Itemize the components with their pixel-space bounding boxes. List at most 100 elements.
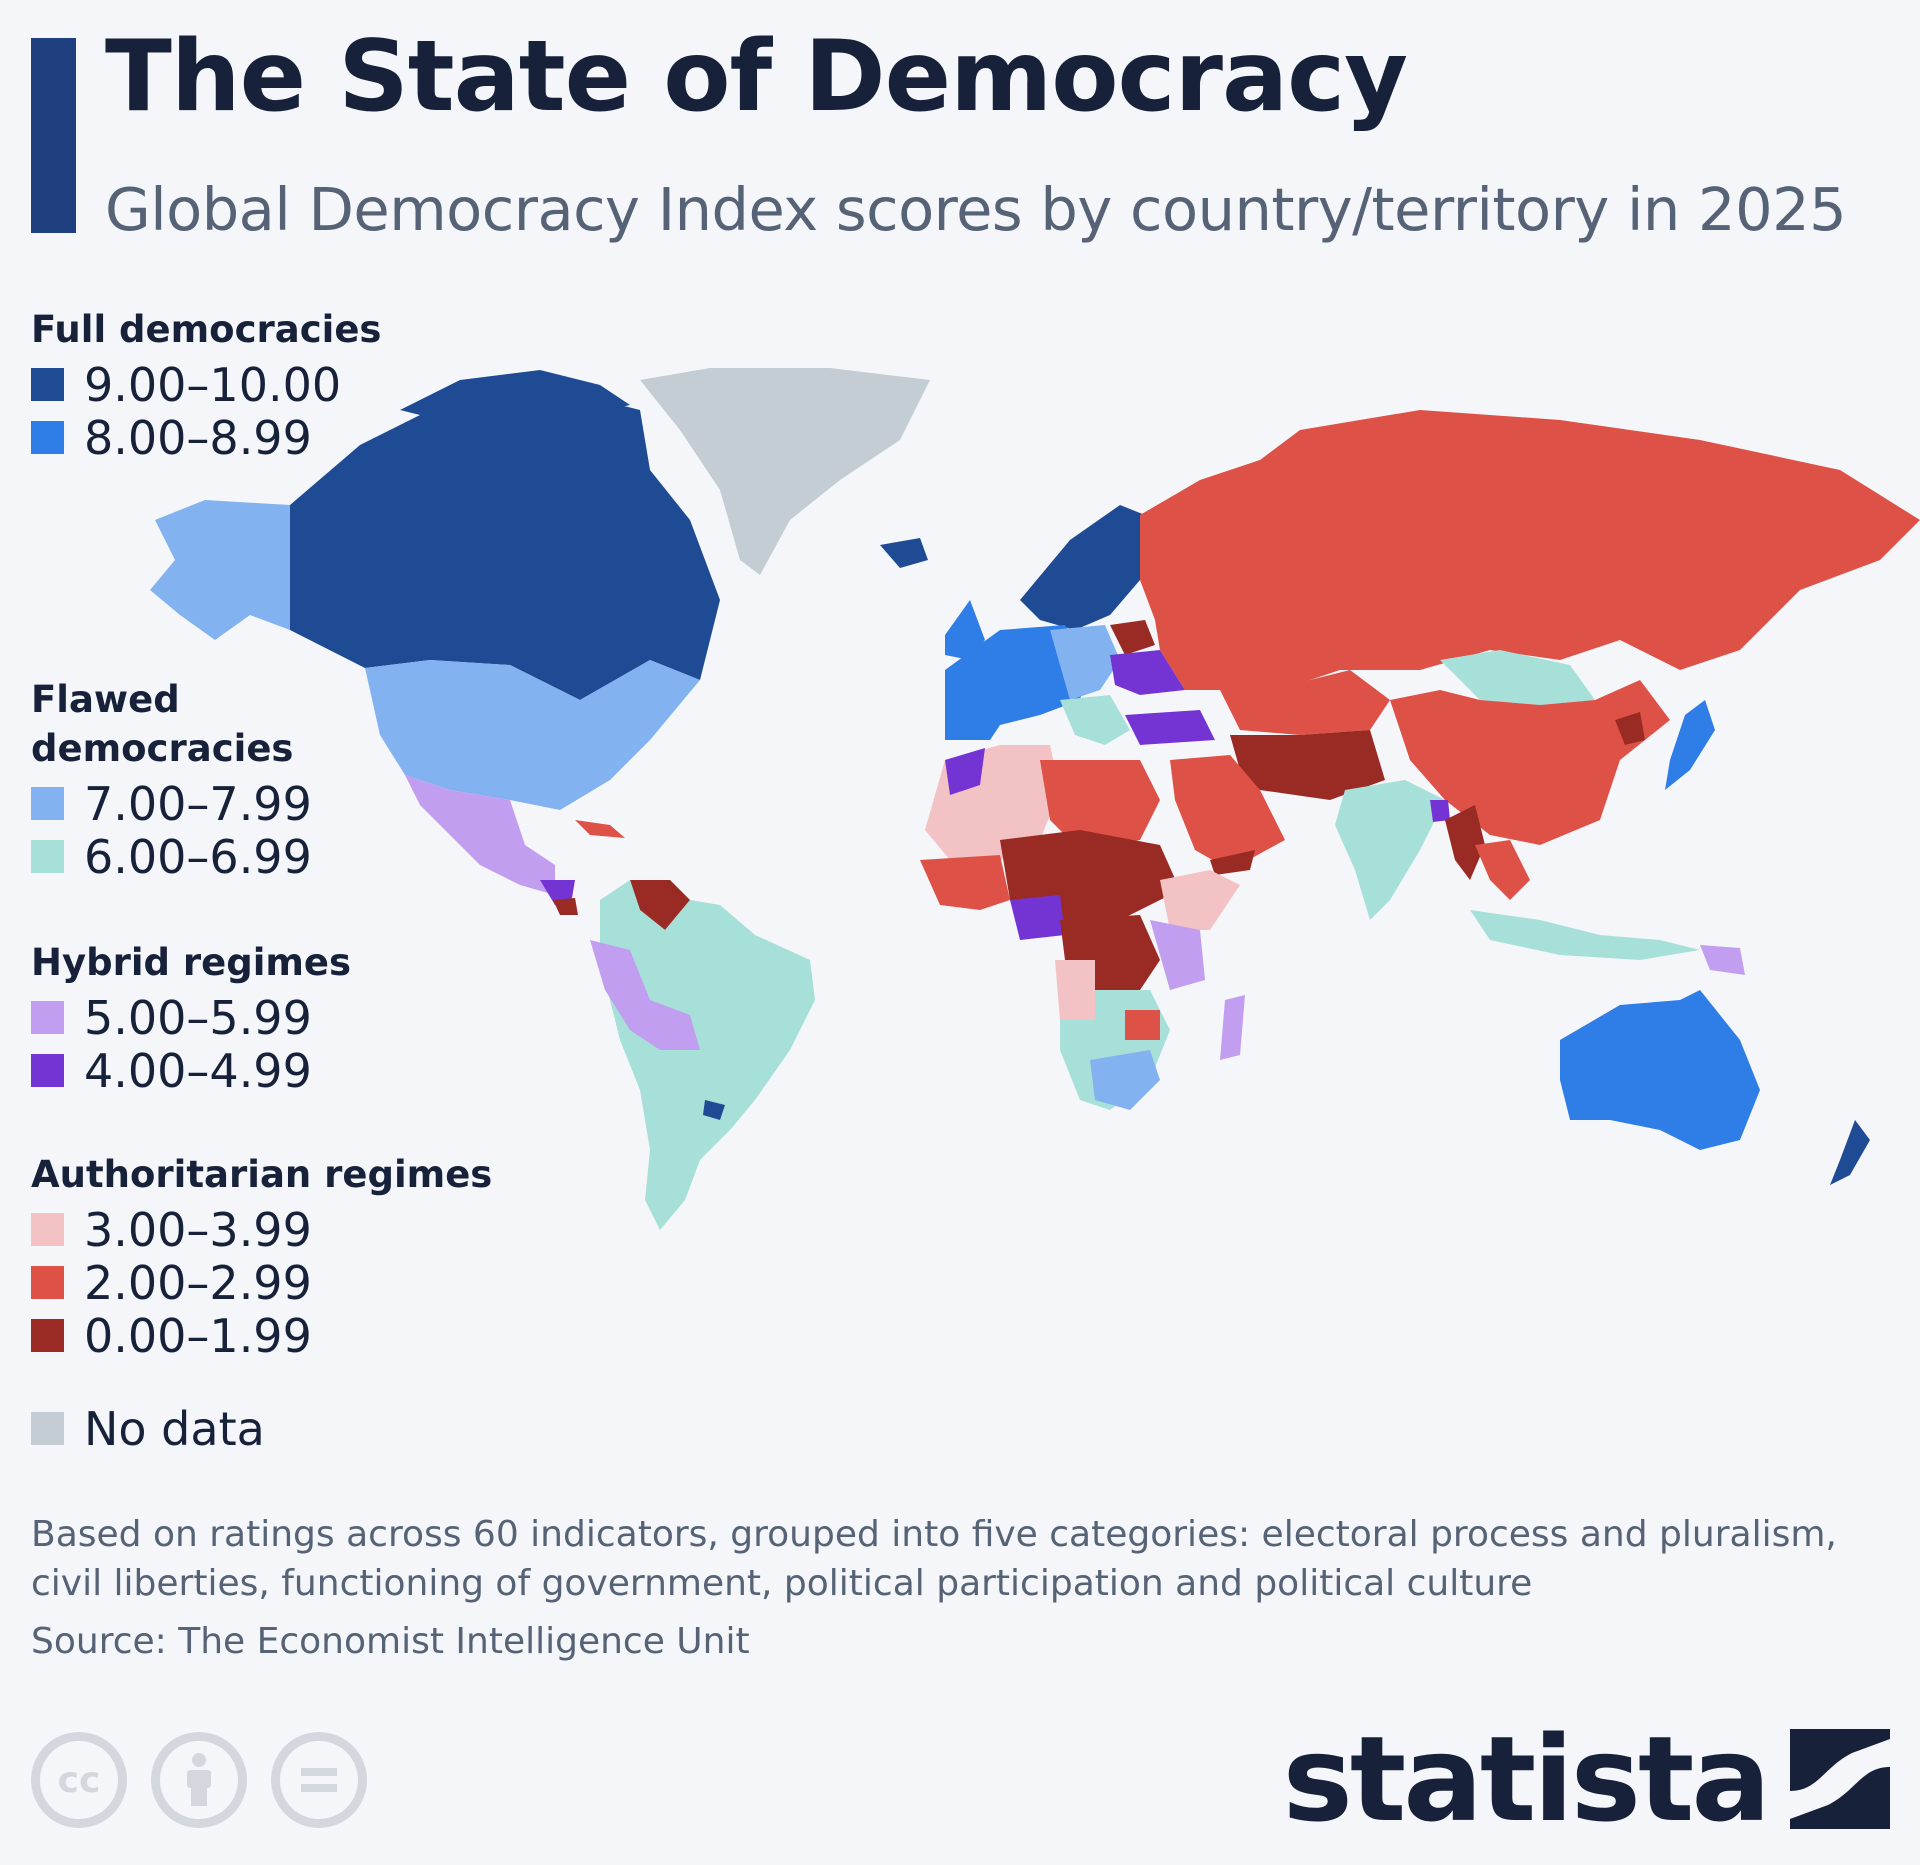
legend-label: 5.00–5.99	[84, 990, 312, 1045]
region-russia	[1140, 410, 1920, 690]
legend-heading: Flawed democracies	[31, 678, 294, 770]
legend-label: No data	[84, 1401, 265, 1456]
legend-swatch	[31, 421, 64, 454]
region-north-korea	[1615, 712, 1645, 745]
legend-label: 2.00–2.99	[84, 1255, 312, 1310]
region-horn-africa	[1160, 870, 1240, 930]
region-yemen	[1210, 850, 1255, 875]
region-australia	[1560, 990, 1760, 1150]
legend-item: 2.00–2.99	[31, 1255, 492, 1310]
region-indonesia	[1470, 910, 1700, 960]
no-derivatives-icon[interactable]	[271, 1732, 367, 1828]
region-venezuela	[630, 880, 690, 930]
legend-swatch	[31, 1213, 64, 1246]
region-japan	[1665, 700, 1715, 790]
attribution-icon[interactable]	[151, 1732, 247, 1828]
legend-item: 8.00–8.99	[31, 410, 381, 465]
region-iran-afghanistan	[1230, 730, 1385, 800]
legend-group-flawed-democracies: Flawed democracies 7.00–7.99 6.00–6.99	[31, 675, 312, 884]
legend-heading: Hybrid regimes	[31, 941, 352, 984]
region-mexico	[405, 775, 555, 895]
chart-title: The State of Democracy	[105, 20, 1408, 134]
region-peru-bolivia	[590, 940, 700, 1050]
legend-swatch	[31, 1266, 64, 1299]
world-map	[150, 368, 1920, 1230]
legend-item: 7.00–7.99	[31, 777, 312, 831]
region-uruguay	[703, 1100, 725, 1120]
legend-label: 7.00–7.99	[84, 776, 312, 831]
legend-item: 4.00–4.99	[31, 1043, 351, 1098]
region-iceland	[880, 538, 928, 568]
legend-group-no-data: No data	[31, 1401, 265, 1456]
cc-icon[interactable]: cc	[31, 1732, 127, 1828]
legend-label: 8.00–8.99	[84, 410, 312, 465]
header-accent-bar	[31, 38, 76, 233]
legend-item: No data	[31, 1401, 265, 1456]
chart-subtitle: Global Democracy Index scores by country…	[105, 175, 1847, 244]
legend-label: 4.00–4.99	[84, 1043, 312, 1098]
region-myanmar	[1445, 805, 1485, 880]
legend-item: 0.00–1.99	[31, 1308, 492, 1363]
statista-mark-icon	[1790, 1729, 1890, 1829]
region-libya-egypt	[1040, 760, 1160, 850]
legend-item: 3.00–3.99	[31, 1202, 492, 1257]
cc-icon-text: cc	[57, 1759, 101, 1801]
brand-wordmark: statista	[1282, 1710, 1771, 1848]
region-turkey	[1125, 710, 1215, 745]
region-belarus	[1110, 620, 1155, 655]
legend-heading: Authoritarian regimes	[31, 1153, 493, 1196]
region-zimbabwe	[1125, 1010, 1160, 1040]
region-balkans	[1060, 695, 1130, 745]
region-canada-islands	[400, 370, 630, 430]
region-uk-ireland	[945, 600, 985, 660]
legend-swatch	[31, 787, 64, 820]
region-new-zealand	[1830, 1120, 1870, 1185]
statista-logo[interactable]: statista	[1283, 1720, 1890, 1838]
region-central-europe	[1050, 625, 1120, 700]
legend-group-authoritarian-regimes: Authoritarian regimes 3.00–3.99 2.00–2.9…	[31, 1150, 493, 1363]
region-mongolia	[1440, 650, 1595, 705]
region-china	[1390, 680, 1670, 845]
region-canada	[290, 390, 720, 700]
region-south-america	[600, 880, 815, 1230]
legend-swatch	[31, 840, 64, 873]
region-southeast-asia	[1475, 840, 1530, 900]
region-east-africa	[1150, 920, 1205, 990]
legend-swatch	[31, 1001, 64, 1034]
legend-label: 9.00–10.00	[84, 357, 342, 412]
region-arabia	[1170, 755, 1285, 870]
region-madagascar	[1220, 995, 1245, 1060]
region-bangladesh	[1430, 800, 1450, 822]
region-ukraine	[1110, 650, 1185, 695]
legend-group-hybrid-regimes: Hybrid regimes 5.00–5.99 4.00–4.99	[31, 938, 352, 1098]
legend-swatch	[31, 1054, 64, 1087]
legend-swatch	[31, 368, 64, 401]
region-west-africa	[920, 855, 1010, 910]
legend-label: 6.00–6.99	[84, 829, 312, 884]
region-western-europe	[945, 625, 1090, 740]
region-nigeria	[1010, 895, 1065, 940]
region-india	[1335, 780, 1445, 920]
region-png	[1700, 945, 1745, 975]
legend-item: 9.00–10.00	[31, 357, 381, 412]
legend-label: 0.00–1.99	[84, 1308, 312, 1363]
legend-label: 3.00–3.99	[84, 1202, 312, 1257]
methodology-note: Based on ratings across 60 indicators, g…	[31, 1514, 1837, 1604]
legend-item: 5.00–5.99	[31, 990, 351, 1045]
region-usa	[365, 660, 700, 810]
legend-swatch	[31, 1412, 64, 1445]
equals-icon	[301, 1768, 337, 1792]
region-nicaragua	[553, 898, 578, 915]
region-scandinavia	[1020, 505, 1145, 630]
legend-heading: Full democracies	[31, 308, 382, 351]
region-cuba	[575, 820, 625, 838]
legend-swatch	[31, 1319, 64, 1352]
legend-group-full-democracies: Full democracies 9.00–10.00 8.00–8.99	[31, 305, 382, 465]
region-greenland	[640, 368, 930, 575]
region-morocco	[945, 748, 985, 795]
region-south-africa	[1090, 1050, 1160, 1110]
region-alaska	[150, 500, 290, 640]
region-angola	[1055, 960, 1095, 1020]
source-text: Source: The Economist Intelligence Unit	[31, 1621, 750, 1662]
person-icon	[187, 1753, 211, 1806]
